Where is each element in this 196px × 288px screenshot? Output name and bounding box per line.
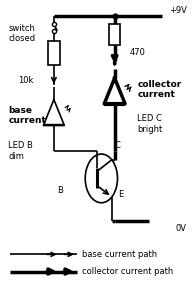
Bar	[109, 24, 120, 45]
Text: B: B	[57, 185, 63, 195]
Text: 10k: 10k	[18, 76, 33, 86]
Text: E: E	[118, 190, 124, 199]
Text: collector
current: collector current	[137, 80, 182, 99]
Text: 0V: 0V	[176, 224, 187, 233]
Text: +9V: +9V	[169, 6, 187, 15]
Text: collector current path: collector current path	[82, 267, 174, 276]
Text: 470: 470	[130, 48, 146, 57]
Text: LED C
bright: LED C bright	[137, 114, 163, 134]
Text: base
current: base current	[8, 106, 46, 125]
Text: switch
closed: switch closed	[8, 24, 35, 43]
Text: C: C	[115, 141, 121, 150]
Text: LED B
dim: LED B dim	[8, 141, 33, 161]
Text: base current path: base current path	[82, 250, 158, 259]
Bar	[48, 41, 60, 65]
